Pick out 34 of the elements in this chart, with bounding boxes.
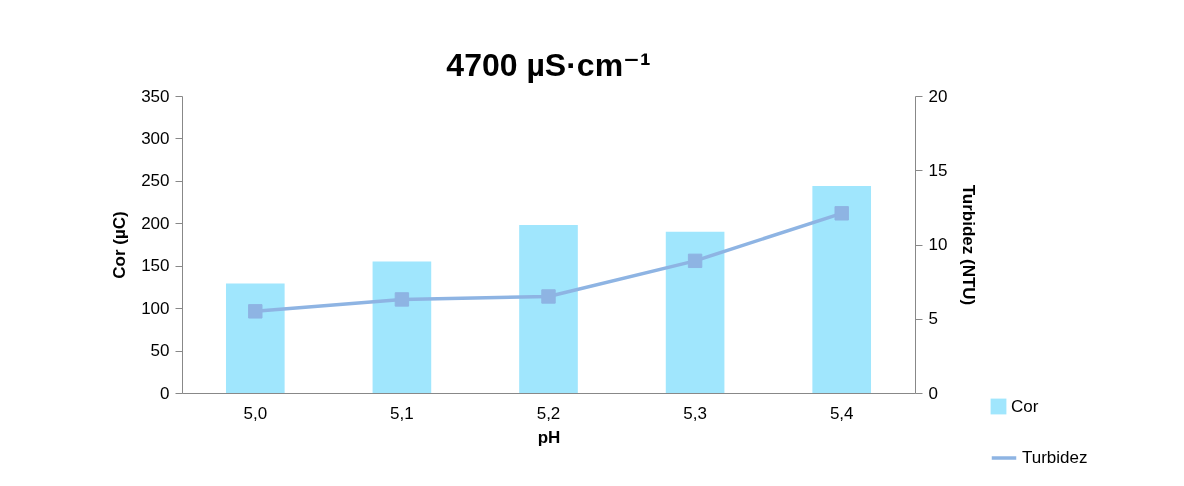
bar (812, 185, 872, 393)
y-tick-label: 250 (141, 171, 170, 191)
chart-title: 4700 µS·cm⁻¹ (446, 47, 651, 83)
y2-tick-label: 5 (928, 309, 938, 329)
point (248, 304, 263, 319)
legend-label: Cor (1011, 396, 1039, 416)
y2-tick-label: 20 (928, 86, 948, 106)
x-tick-label: 5,4 (829, 403, 854, 423)
y-tick-label: 200 (141, 213, 170, 233)
x-tick-label: 5,3 (683, 403, 707, 423)
bar (372, 261, 432, 393)
x-tick-label: 5,1 (390, 403, 414, 423)
point (834, 206, 849, 221)
y-axis-title: Cor (µC) (110, 211, 130, 279)
y2-tick-label: 15 (928, 160, 948, 180)
x-tick-label: 5,2 (536, 403, 561, 423)
bar (225, 283, 285, 393)
point (541, 289, 556, 304)
y-tick-label: 150 (141, 256, 170, 276)
y-tick-label: 0 (160, 383, 170, 403)
point (394, 292, 410, 307)
point (687, 253, 703, 269)
y-tick-label: 350 (141, 86, 170, 106)
bar (665, 231, 725, 393)
y2-tick-label: 10 (928, 235, 948, 254)
y2-axis-title: Turbidez (NTU) (959, 184, 979, 306)
x-tick-label: 5,0 (243, 403, 268, 423)
bar (519, 224, 578, 393)
y-tick-label: 300 (141, 128, 170, 148)
legend-label: Turbidez (1022, 448, 1088, 467)
y2-tick-label: 0 (928, 383, 938, 403)
y-tick-label: 50 (150, 341, 170, 361)
y-tick-label: 100 (141, 298, 170, 318)
x-axis-title: pH (537, 427, 561, 447)
